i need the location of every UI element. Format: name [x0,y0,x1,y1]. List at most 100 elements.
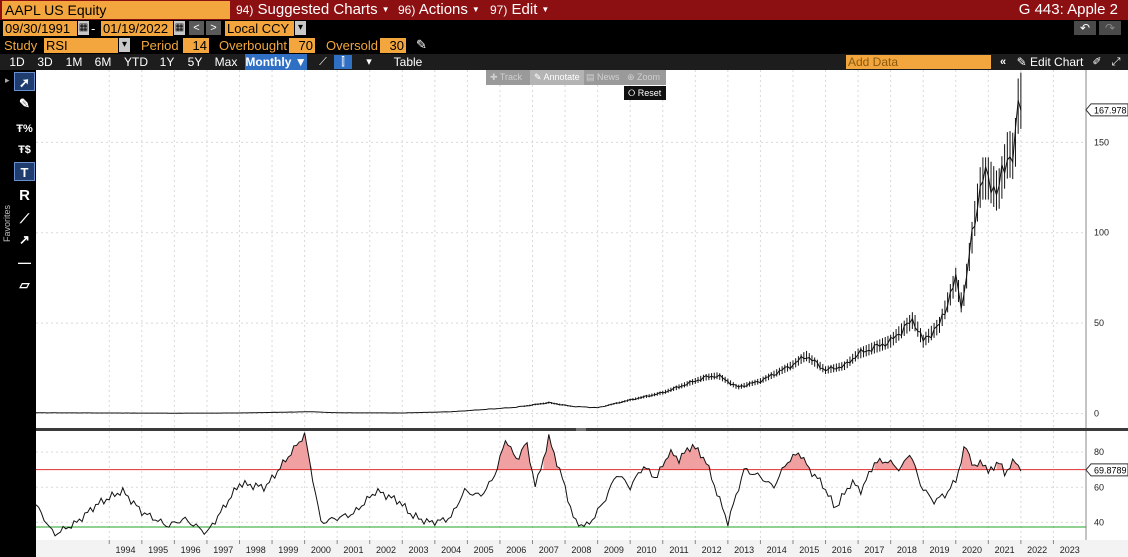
pencil-icon[interactable]: ✎ [416,37,427,52]
horizontal-line-icon[interactable]: — [18,255,31,270]
actions-menu[interactable]: 96) Actions ▼ [398,0,480,20]
x-tick-label: 1994 [116,545,136,555]
overbought-label: Overbought [219,38,287,53]
period-ytd-button[interactable]: YTD [124,55,148,69]
price-series-line [36,100,1022,414]
dollar-line-icon[interactable]: Ŧ$ [18,144,31,156]
overbought-input[interactable]: 70 [289,38,315,53]
chevron-down-icon[interactable]: ▾ [119,38,130,52]
x-tick-label: 2014 [767,545,787,555]
frequency-select[interactable]: Monthly ▼ [245,54,307,70]
oversold-input[interactable]: 30 [380,38,406,53]
x-axis-background [36,540,1128,557]
channel-icon[interactable]: ▱ [19,277,30,292]
calendar-icon[interactable]: ▦ [174,21,185,35]
bar-chart-icon[interactable]: ⫿ [334,55,352,69]
expand-arrow-icon[interactable]: ▸ [5,75,10,85]
table-button[interactable]: Table [393,55,423,69]
top-bar: AAPL US Equity 94) Suggested Charts ▼ 96)… [0,0,1128,20]
menu-number: 94) [236,3,254,17]
x-tick-label: 2019 [929,545,949,555]
y-tick-label: 150 [1094,137,1109,147]
x-tick-label: 1996 [181,545,201,555]
chevron-down-icon[interactable]: ▾ [366,56,372,68]
study-select[interactable]: RSI [44,38,118,53]
x-tick-label: 1995 [148,545,168,555]
zoom-label: Zoom [637,72,661,82]
track-button[interactable]: ✚ Track [490,72,523,82]
track-label: Track [499,72,523,82]
last-price-tag [1085,103,1128,117]
period-1m-button[interactable]: 1M [65,55,83,69]
period-5y-button[interactable]: 5Y [187,55,203,69]
favorites-label[interactable]: Favorites [2,204,12,242]
x-tick-label: 2011 [669,545,688,555]
x-tick-label: 2017 [864,545,884,555]
study-row: Study RSI ▾ Period 14 Overbought 70 Over… [0,37,1128,54]
x-tick-label: 1997 [213,545,233,555]
menu-label: Suggested Charts [257,1,378,18]
menu-label: Actions [418,1,468,18]
period-label: Period [141,38,179,53]
news-button[interactable]: ▤ News [586,72,620,82]
pointer-icon[interactable]: ➚ [14,72,35,91]
currency-select[interactable]: Local CCY [225,21,294,36]
x-tick-label: 2016 [832,545,852,555]
x-tick-label: 2012 [702,545,722,555]
rsi-panel-background [36,431,1128,540]
annotate-label: Annotate [543,72,580,82]
add-data-input[interactable]: Add Data [846,55,991,69]
collapse-double-chevron-icon[interactable]: « [999,56,1007,68]
edit-chart-button[interactable]: ✎ Edit Chart [1015,54,1085,70]
redo-icon[interactable]: ↷ [1099,21,1121,35]
x-tick-label: 2000 [311,545,331,555]
zoom-button[interactable]: ⊕ Zoom [627,72,661,82]
panel-resize-handle [576,428,586,431]
edit-menu[interactable]: 97) Edit ▼ [490,0,549,20]
annotate-button[interactable]: ✎ Annotate [530,70,584,85]
price-panel-background [36,70,1128,428]
price-panel: 0 50 100 150 167.978 [36,70,1128,431]
x-tick-label: 2015 [799,545,819,555]
edit-pencil-icon[interactable]: ✐ [1092,56,1102,68]
start-date-field[interactable]: 09/30/1991 [3,21,77,36]
y-tick-label: 50 [1094,318,1104,328]
period-1y-button[interactable]: 1Y [159,55,175,69]
x-axis: 1994 1995 1996 1997 1998 1999 2000 2001 2002 2003… [36,540,1128,557]
edit-chart-label: Edit Chart [1030,55,1084,69]
y-tick-label: 100 [1094,228,1109,238]
expand-icon[interactable]: ⤢ [1111,56,1121,68]
previous-period-button[interactable]: < [189,21,204,35]
x-tick-label: 2003 [409,545,429,555]
x-tick-label: 1999 [278,545,298,555]
security-ticker-field[interactable]: AAPL US Equity [2,1,230,19]
caret-down-icon: ▼ [541,5,550,14]
chevron-down-icon[interactable]: ▾ [295,21,306,35]
reset-button[interactable]: ⭘ Reset [624,86,666,100]
suggested-charts-menu[interactable]: 94) Suggested Charts ▼ [236,0,390,20]
text-icon[interactable]: T [14,162,35,181]
period-1d-button[interactable]: 1D [9,55,25,69]
undo-icon[interactable]: ↶ [1074,21,1096,35]
caret-down-icon: ▼ [471,5,480,14]
pen-icon[interactable]: ✎ [19,96,30,111]
calendar-icon[interactable]: ▦ [78,21,89,35]
x-tick-label: 2020 [962,545,982,555]
r-label-icon[interactable]: R [19,187,30,204]
next-period-button[interactable]: > [206,21,221,35]
menu-number: 97) [490,3,508,17]
percent-line-icon[interactable]: Ŧ% [16,123,33,135]
line-chart-icon[interactable]: ⟋ [319,56,327,68]
x-tick-label: 2001 [343,545,363,555]
period-6m-button[interactable]: 6M [94,55,112,69]
line-icon[interactable]: ⟋ [19,211,30,226]
period-max-button[interactable]: Max [214,55,238,69]
period-3d-button[interactable]: 3D [37,55,53,69]
menu-number: 96) [398,3,416,17]
period-input[interactable]: 14 [183,38,209,53]
arrow-line-icon[interactable]: ↗ [19,232,30,247]
drawing-toolbar: Favorites ▸ ➚ ✎ Ŧ% Ŧ$ T R ⟋ ↗ — ▱ [0,70,36,557]
study-label: Study [4,38,38,53]
end-date-field[interactable]: 01/19/2022 [101,21,173,36]
